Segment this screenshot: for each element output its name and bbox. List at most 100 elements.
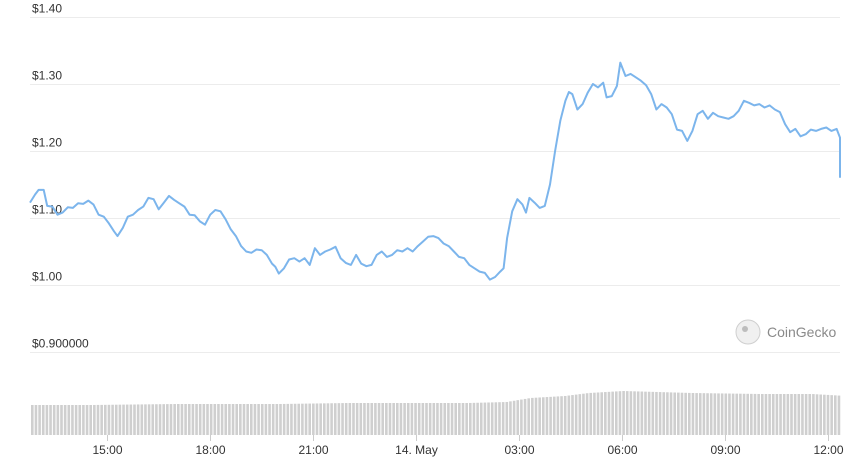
volume-bar: [213, 404, 217, 435]
volume-bar: [133, 404, 136, 435]
volume-bar: [790, 394, 793, 435]
gecko-eye-icon: [742, 326, 748, 332]
volume-bar: [250, 404, 253, 435]
volume-bar: [680, 392, 684, 435]
volume-bar: [432, 403, 436, 435]
volume-bar: [330, 403, 333, 435]
volume-bar: [308, 403, 311, 435]
volume-bar: [461, 403, 465, 435]
volume-bar: [731, 393, 735, 435]
volume-bar: [231, 404, 235, 435]
volume-bar: [768, 394, 771, 435]
y-tick-label: $1.00: [32, 270, 62, 284]
volume-bar: [443, 403, 447, 435]
volume-bar: [49, 405, 52, 435]
volume-bar: [31, 405, 34, 435]
volume-bar: [622, 391, 625, 435]
volume-bar: [297, 403, 301, 435]
volume-bar: [604, 392, 607, 435]
volume-bar: [677, 392, 680, 435]
volume-bar: [396, 403, 399, 435]
volume-bar: [837, 395, 841, 435]
volume-bar: [381, 403, 384, 435]
volume-bar: [826, 394, 830, 435]
volume-bar: [363, 403, 366, 435]
volume-bar: [180, 404, 184, 435]
volume-bar: [268, 404, 271, 435]
watermark-label: CoinGecko: [767, 324, 836, 340]
x-tick-label: 18:00: [195, 443, 225, 457]
volume-bar: [144, 404, 147, 435]
volume-bar: [717, 393, 720, 435]
volume-bar: [582, 393, 585, 435]
volume-bar: [257, 404, 260, 435]
volume-bar: [129, 404, 133, 435]
x-tick-label: 12:00: [813, 443, 843, 457]
volume-bar: [209, 404, 213, 435]
volume-bar: [691, 393, 695, 435]
volume-bar: [797, 394, 801, 435]
volume-bar: [71, 405, 74, 435]
volume-bar: [458, 403, 461, 435]
volume-bar: [647, 391, 651, 435]
volume-bar: [585, 393, 589, 435]
volume-bar: [428, 403, 432, 435]
volume-bar: [45, 405, 49, 435]
volume-bar: [607, 391, 611, 435]
volume-bar: [695, 393, 698, 435]
volume-bar: [56, 405, 60, 435]
volume-bar: [235, 404, 238, 435]
volume-bar: [651, 391, 655, 435]
volume-bar: [286, 403, 290, 435]
volume-bar: [775, 394, 779, 435]
volume-bar: [611, 391, 614, 435]
volume-bar: [804, 394, 808, 435]
volume-bar: [542, 397, 545, 435]
y-tick-label: $1.20: [32, 136, 62, 150]
volume-bar: [403, 403, 406, 435]
volume-bar: [450, 403, 454, 435]
volume-bar: [454, 403, 457, 435]
volume-bar: [264, 404, 268, 435]
volume-bar: [96, 404, 100, 435]
volume-bar: [187, 404, 191, 435]
y-tick-label: $1.30: [32, 69, 62, 83]
volume-bar: [552, 396, 556, 435]
volume-bar: [531, 397, 534, 435]
volume-bar: [60, 405, 63, 435]
volume-bar: [782, 394, 786, 435]
volume-bar: [834, 395, 837, 435]
volume-bar: [720, 393, 724, 435]
volume-bar: [34, 405, 38, 435]
volume-bar: [228, 404, 231, 435]
x-tick-label: 09:00: [710, 443, 740, 457]
volume-bar: [615, 391, 618, 435]
volume-bar: [823, 394, 826, 435]
volume-bar: [479, 402, 483, 435]
volume-bar: [166, 404, 169, 435]
volume-bar: [771, 394, 775, 435]
volume-bar: [516, 400, 520, 435]
volume-bar: [498, 402, 501, 435]
volume-bar: [224, 404, 228, 435]
volume-bar: [125, 404, 129, 435]
grid-lines: [30, 17, 840, 353]
volume-bar: [757, 393, 760, 435]
volume-bar: [410, 403, 414, 435]
volume-bar: [436, 403, 439, 435]
volume-bar: [658, 392, 662, 435]
gecko-logo-icon: [735, 319, 761, 345]
volume-bar: [202, 404, 206, 435]
volume-bar: [600, 392, 603, 435]
volume-bar: [359, 403, 363, 435]
volume-bar: [140, 404, 144, 435]
volume-bar: [534, 397, 538, 435]
volume-bar: [184, 404, 187, 435]
volume-bar: [596, 392, 600, 435]
volume-bar: [501, 402, 505, 435]
volume-bar: [560, 396, 563, 435]
volume-bar: [636, 391, 640, 435]
volume-bar: [465, 403, 468, 435]
volume-bar: [198, 404, 202, 435]
